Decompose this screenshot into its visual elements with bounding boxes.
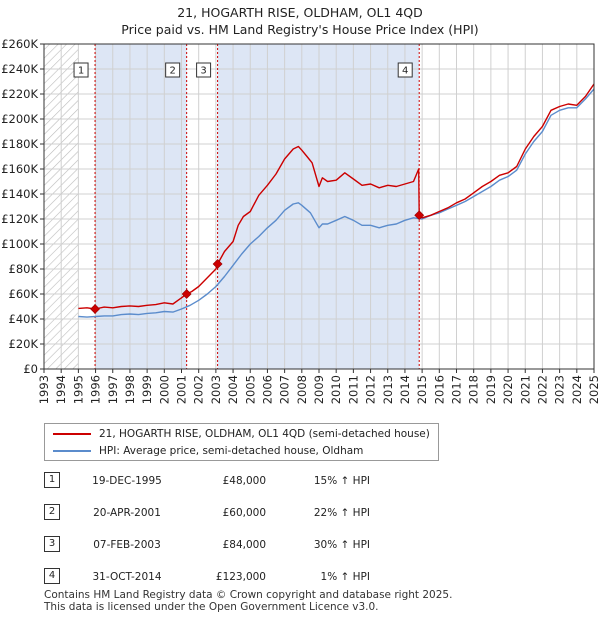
legend-label-property: 21, HOGARTH RISE, OLDHAM, OL1 4QD (semi-…: [99, 428, 430, 440]
hpi-line: [78, 88, 594, 318]
footer-attribution: Contains HM Land Registry data © Crown c…: [44, 589, 452, 613]
sale-point: [414, 210, 425, 221]
x-tick-label: 2016: [432, 375, 446, 404]
legend-line-hpi: [53, 450, 91, 452]
y-tick-label: £0: [23, 362, 38, 376]
x-tick-label: 2022: [535, 375, 549, 404]
y-tick-label: £60K: [9, 287, 39, 301]
sale-row: 2 20-APR-2001 £60,000 22% ↑ HPI: [44, 504, 464, 522]
sale-marker-label: 1: [78, 66, 84, 77]
x-tick-label: 2004: [226, 375, 240, 404]
y-tick-label: £220K: [1, 87, 38, 101]
x-tick-label: 2023: [553, 375, 567, 404]
sale-marker-box: [397, 62, 413, 78]
price-chart: 1 2 3 4 £0 £20K £40K £60K £80K £100K £120K £140K £1…: [1, 37, 600, 404]
x-tick-label: 1998: [123, 375, 137, 404]
sale-date: 20-APR-2001: [93, 507, 161, 519]
sale-hpi-change: 22% ↑ HPI: [313, 507, 370, 519]
y-tick-label: £140K: [1, 187, 38, 201]
chart-legend: 21, HOGARTH RISE, OLDHAM, OL1 4QD (semi-…: [44, 423, 439, 461]
x-tick-label: 2002: [192, 375, 206, 404]
x-tick-label: 1993: [37, 375, 51, 404]
x-tick-label: 2015: [415, 375, 429, 404]
sale-row: 3 07-FEB-2003 £84,000 30% ↑ HPI: [44, 536, 464, 554]
y-tick-label: £180K: [1, 137, 38, 151]
y-tick-label: £100K: [1, 237, 38, 251]
x-tick-label: 2006: [260, 375, 274, 404]
ownership-shade: [95, 44, 187, 369]
sale-point: [212, 259, 223, 269]
legend-item-hpi: HPI: Average price, semi-detached house,…: [53, 443, 363, 459]
sale-marker-box: [73, 62, 89, 78]
sale-marker-label: 4: [402, 66, 408, 77]
x-tick-label: 1996: [89, 375, 103, 404]
sale-number: 3: [44, 536, 60, 552]
sale-date: 31-OCT-2014: [92, 571, 162, 583]
legend-item-property: 21, HOGARTH RISE, OLDHAM, OL1 4QD (semi-…: [53, 426, 430, 442]
x-tick-label: 2018: [467, 375, 481, 404]
x-tick-label: 2014: [398, 375, 412, 404]
x-tick-label: 2024: [570, 375, 584, 404]
sale-date: 07-FEB-2003: [93, 539, 161, 551]
x-tick-label: 2013: [381, 375, 395, 404]
sale-point: [90, 304, 100, 314]
sale-price: £48,000: [222, 475, 266, 487]
x-tick-label: 2021: [518, 375, 532, 404]
sale-point: [181, 289, 192, 299]
x-tick-label: 2003: [209, 375, 223, 404]
ownership-shade: [217, 44, 420, 369]
sale-marker-box: [165, 62, 181, 78]
sale-number: 1: [44, 472, 60, 488]
sale-date: 19-DEC-1995: [92, 475, 162, 487]
x-tick-label: 2019: [484, 375, 498, 404]
sale-price: £84,000: [222, 539, 266, 551]
footer-line2: This data is licensed under the Open Gov…: [44, 601, 379, 613]
footer-line1: Contains HM Land Registry data © Crown c…: [44, 589, 453, 601]
y-tick-label: £120K: [1, 212, 38, 226]
y-tick-label: £80K: [9, 262, 39, 276]
x-tick-label: 2020: [501, 375, 515, 404]
y-tick-label: £260K: [1, 37, 38, 51]
sale-price: £123,000: [215, 571, 266, 583]
sale-hpi-change: 15% ↑ HPI: [313, 475, 370, 487]
x-tick-label: 1994: [54, 375, 68, 404]
x-tick-label: 2010: [329, 375, 343, 404]
legend-line-property: [53, 433, 91, 435]
sale-row: 4 31-OCT-2014 £123,000 1% ↑ HPI: [44, 568, 464, 586]
sale-hpi-change: 30% ↑ HPI: [313, 539, 370, 551]
sale-marker-label: 2: [169, 66, 175, 77]
sale-hpi-change: 1% ↑ HPI: [320, 571, 370, 583]
x-tick-label: 2007: [278, 375, 292, 404]
chart-title: 21, HOGARTH RISE, OLDHAM, OL1 4QD Price …: [0, 4, 600, 38]
sale-number: 4: [44, 568, 60, 584]
sale-price: £60,000: [222, 507, 266, 519]
sale-row: 1 19-DEC-1995 £48,000 15% ↑ HPI: [44, 472, 464, 490]
x-tick-label: 2008: [295, 375, 309, 404]
x-tick-label: 2001: [175, 375, 189, 404]
x-tick-label: 1999: [140, 375, 154, 404]
y-tick-label: £40K: [9, 312, 39, 326]
legend-label-hpi: HPI: Average price, semi-detached house,…: [99, 445, 364, 457]
sale-marker-box: [196, 62, 212, 78]
y-tick-label: £160K: [1, 162, 38, 176]
x-tick-label: 2009: [312, 375, 326, 404]
y-tick-label: £200K: [1, 112, 38, 126]
x-tick-label: 2025: [587, 375, 600, 404]
property-price-line: [78, 83, 594, 310]
x-tick-label: 1995: [71, 375, 85, 404]
x-tick-label: 2011: [346, 375, 360, 404]
x-tick-label: 2000: [157, 375, 171, 404]
sale-marker-label: 3: [200, 66, 206, 77]
x-tick-label: 1997: [106, 375, 120, 404]
x-tick-label: 2005: [243, 375, 257, 404]
y-tick-label: £240K: [1, 62, 38, 76]
chart-title-line2: Price paid vs. HM Land Registry's House …: [121, 22, 479, 37]
sale-number: 2: [44, 504, 60, 520]
x-tick-label: 2017: [450, 375, 464, 404]
chart-title-line1: 21, HOGARTH RISE, OLDHAM, OL1 4QD: [177, 5, 423, 20]
x-tick-label: 2012: [364, 375, 378, 404]
y-tick-label: £20K: [9, 337, 39, 351]
